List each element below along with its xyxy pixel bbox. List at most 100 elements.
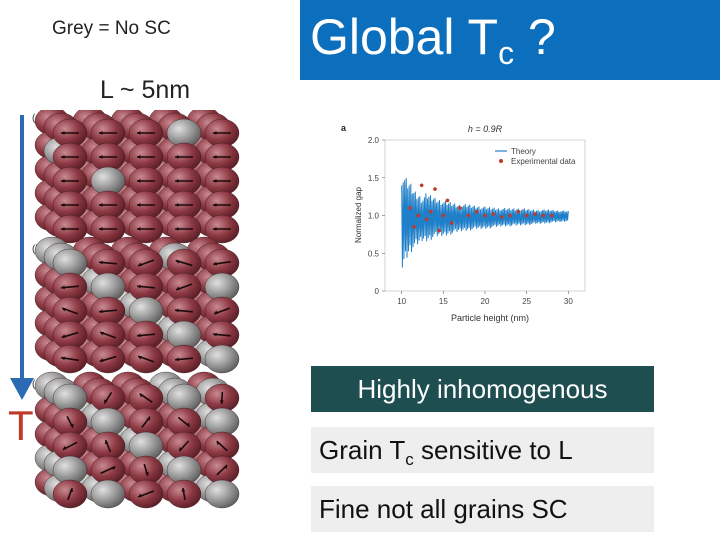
x-tick-label: 30 [564, 297, 573, 306]
y-tick-label: 2.0 [368, 136, 380, 145]
theory-line [401, 178, 569, 268]
phase-arrow-head [175, 308, 179, 313]
y-tick-label: 0 [375, 287, 380, 296]
phase-arrow-head [175, 227, 179, 231]
phase-arrow-head [61, 179, 65, 183]
experiment-point [433, 187, 437, 191]
x-tick-label: 25 [522, 297, 531, 306]
phase-arrow-head [138, 356, 143, 360]
experiment-point [416, 213, 421, 218]
chart-panel-label: a [341, 123, 347, 133]
phase-arrow-head [175, 179, 179, 183]
non-sc-grain [204, 479, 240, 509]
legend-experiment-label: Experimental data [511, 157, 576, 166]
phase-arrow-head [62, 308, 67, 312]
grain-size-note: L ~ 5nm [100, 76, 191, 104]
x-tick-label: 10 [397, 297, 406, 306]
phase-arrow-head [213, 179, 217, 183]
phase-arrow-head [99, 358, 104, 362]
phase-arrow-head [223, 465, 228, 470]
x-tick-label: 20 [481, 297, 490, 306]
phase-arrow-head [61, 203, 65, 207]
non-sc-grain [90, 272, 126, 302]
experiment-point [449, 221, 454, 225]
experiment-point [491, 212, 496, 216]
phase-arrow-head [145, 472, 149, 476]
non-sc-grain [204, 344, 240, 374]
chart-y-label: Normalized gap [354, 186, 363, 243]
phase-arrow-head [99, 131, 103, 135]
non-sc-grain [204, 272, 240, 302]
title-main: Global T [310, 9, 499, 65]
non-sc-grain [52, 248, 88, 278]
phase-arrow-head [137, 179, 141, 183]
phase-arrow-head [62, 446, 67, 450]
phase-arrow-head [179, 447, 183, 452]
phase-arrow-head [61, 334, 66, 338]
grey-legend-note: Grey = No SC [52, 18, 171, 39]
phase-arrow-head [137, 284, 141, 289]
y-tick-label: 0.5 [368, 249, 380, 258]
experiment-point [524, 213, 529, 218]
phase-arrow-head [137, 203, 141, 207]
experiment-point [458, 206, 462, 210]
phase-arrow-head [69, 488, 74, 493]
legend-theory-label: Theory [511, 147, 536, 156]
grain-prefix: Grain T [319, 435, 406, 465]
phase-arrow-head [213, 261, 218, 266]
phase-arrow-head [213, 131, 217, 135]
experiment-point [441, 213, 446, 218]
phase-arrow-head [61, 285, 65, 290]
non-sc-grain [128, 296, 164, 326]
chart-title: h = 0.9R [468, 124, 503, 134]
phase-arrow-head [146, 416, 151, 421]
phase-arrow-head [181, 488, 186, 492]
phase-arrow-head [61, 155, 65, 159]
phase-arrow-head [186, 422, 190, 427]
phase-arrow-head [111, 466, 116, 471]
grain-subscript: c [405, 450, 414, 469]
experiment-point [424, 217, 429, 222]
title-banner: Global Tc ? [300, 0, 720, 80]
phase-arrow-head [176, 286, 181, 290]
title-tail: ? [514, 9, 556, 65]
slide-title: Global Tc ? [310, 8, 556, 72]
phase-arrow-head [175, 357, 179, 362]
non-sc-grain [90, 479, 126, 509]
experiment-point [483, 213, 487, 218]
legend-experiment-swatch [499, 159, 503, 163]
phase-arrow-head [175, 203, 179, 207]
phase-arrow-head [138, 493, 143, 497]
phase-arrow-head [69, 423, 74, 428]
experiment-point [533, 212, 537, 216]
phase-arrow-head [99, 309, 103, 314]
arrow-head-icon [10, 378, 34, 400]
phase-arrow-head [214, 310, 219, 314]
phase-arrow-head [99, 155, 103, 159]
fine-grains-box: Fine not all grains SC [311, 486, 654, 532]
x-tick-label: 15 [439, 297, 448, 306]
experiment-point [408, 206, 412, 210]
grain-suffix: sensitive to L [413, 435, 573, 465]
phase-arrow-head [139, 393, 144, 398]
phase-arrow-head [61, 131, 65, 135]
phase-arrow-head [137, 333, 141, 338]
experiment-point [437, 228, 441, 233]
phase-arrow-head [216, 441, 221, 446]
phase-arrow-head [213, 227, 217, 231]
experiment-point [549, 213, 554, 218]
phase-arrow-head [104, 399, 108, 404]
phase-arrow-head [213, 155, 217, 159]
phase-arrow-head [61, 356, 66, 361]
phase-arrow-head [175, 155, 179, 159]
experiment-point [508, 213, 512, 218]
phase-arrow-head [175, 260, 180, 264]
experiment-point [429, 209, 433, 214]
experiment-point [499, 215, 504, 219]
experiment-point [466, 213, 471, 218]
phase-arrow-head [137, 155, 141, 159]
phase-arrow-head [104, 440, 109, 445]
phase-arrow-head [99, 203, 103, 207]
phase-arrow-head [137, 131, 141, 135]
non-sc-grain [166, 320, 202, 350]
